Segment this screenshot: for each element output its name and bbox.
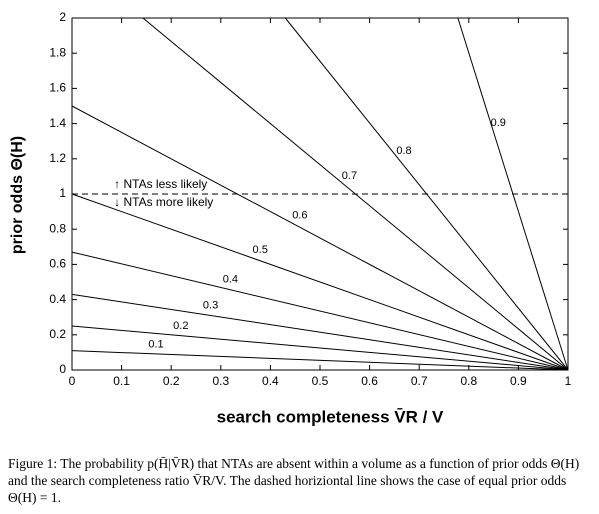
series-label: 0.7 — [342, 170, 357, 182]
y-tick-label: 0.8 — [49, 221, 66, 235]
series-line — [71, 350, 569, 371]
y-tick-label: 0.2 — [49, 327, 66, 341]
y-tick-label: 0 — [59, 362, 66, 376]
y-tick-label: 1 — [59, 186, 66, 200]
x-tick-label: 0.5 — [312, 374, 329, 388]
y-tick-label: 2 — [59, 10, 66, 24]
series-line — [71, 325, 569, 371]
x-tick-label: 0.8 — [460, 374, 477, 388]
x-tick-label: 0 — [69, 374, 76, 388]
series-label: 0.6 — [292, 210, 307, 222]
y-tick-label: 1.6 — [49, 81, 66, 95]
series-line — [71, 193, 569, 371]
y-tick-label: 1.8 — [49, 45, 66, 59]
x-tick-label: 0.9 — [510, 374, 527, 388]
annotation: ↑ NTAs less likely — [114, 177, 207, 191]
series-line — [457, 17, 569, 371]
series-line — [71, 251, 569, 371]
series-label: 0.8 — [396, 145, 411, 157]
series-label: 0.1 — [148, 339, 163, 351]
series-line — [142, 17, 569, 371]
x-tick-label: 0.7 — [411, 374, 428, 388]
y-tick-label: 0.6 — [49, 257, 66, 271]
series-label: 0.5 — [253, 244, 268, 256]
y-axis-label: prior odds Θ(H) — [9, 136, 26, 254]
series-label: 0.3 — [203, 300, 218, 312]
x-tick-label: 1 — [565, 374, 572, 388]
series-label: 0.9 — [491, 117, 506, 129]
series-line — [71, 105, 569, 371]
annotation: ↓ NTAs more likely — [114, 195, 213, 209]
series-label: 0.2 — [173, 320, 188, 332]
chart: search completeness V̄R / V prior odds Θ… — [9, 10, 572, 426]
series-line — [284, 17, 569, 371]
x-tick-label: 0.4 — [262, 374, 279, 388]
caption: Figure 1: The probability p(H̄|V̄R) that… — [8, 456, 580, 505]
y-tick-label: 1.4 — [49, 116, 66, 130]
y-tick-label: 1.2 — [49, 151, 66, 165]
x-tick-label: 0.3 — [212, 374, 229, 388]
series-line — [71, 293, 569, 371]
x-axis-label: search completeness V̄R / V — [217, 407, 444, 426]
series-label: 0.4 — [223, 274, 238, 286]
x-tick-label: 0.6 — [361, 374, 378, 388]
y-tick-label: 0.4 — [49, 292, 66, 306]
x-tick-label: 0.2 — [163, 374, 180, 388]
x-tick-label: 0.1 — [113, 374, 130, 388]
